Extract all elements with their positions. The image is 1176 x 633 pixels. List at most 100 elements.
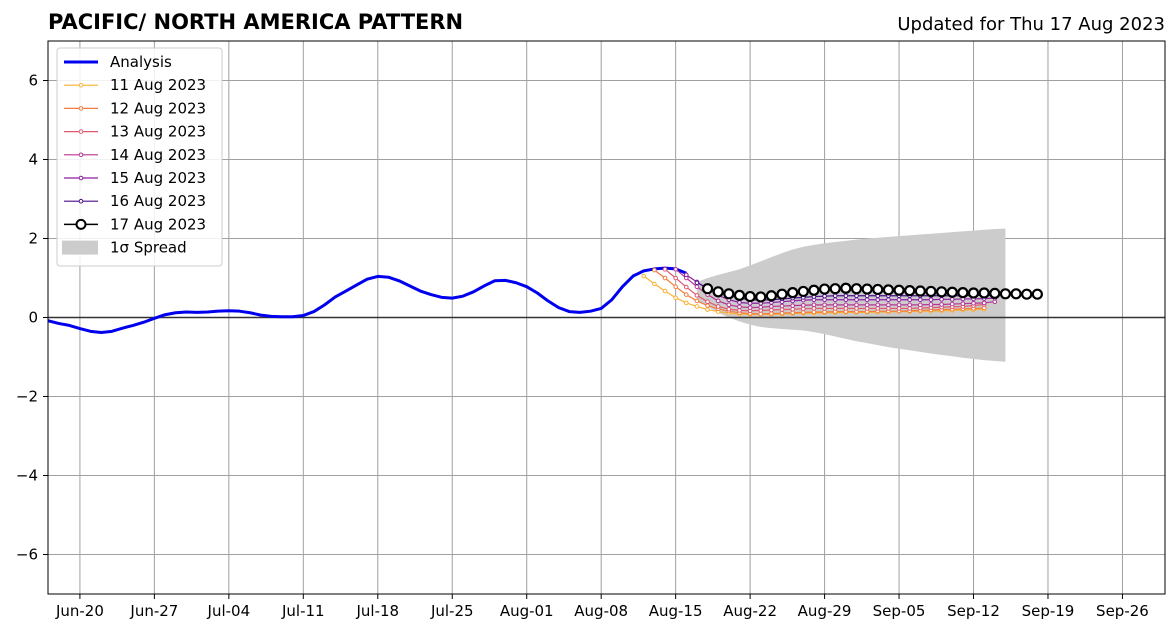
series-4-point-21 (907, 297, 912, 303)
series-3-point-6 (737, 304, 742, 310)
y-tick-label-0: 6 (28, 72, 38, 90)
series-3-point-11 (790, 303, 795, 308)
series-6-point-5 (755, 291, 767, 303)
series-3-point-17 (854, 302, 859, 308)
x-tick-label-11: Sep-05 (873, 602, 926, 620)
series-6-point-1 (712, 286, 724, 298)
series-6-point-16 (872, 283, 884, 296)
series-4-point-19 (886, 297, 891, 303)
series-3-point-26 (949, 301, 955, 307)
series-3-point-28 (971, 300, 976, 306)
legend-label-5: 16 Aug 2023 (110, 192, 206, 210)
series-4-point-16 (854, 297, 859, 303)
legend-swatch-marker-4 (78, 175, 84, 181)
series-1-point-3 (683, 292, 689, 297)
legend-label-3: 14 Aug 2023 (110, 146, 206, 164)
series-6-point-12 (829, 283, 841, 295)
chart-subtitle: Updated for Thu 17 Aug 2023 (897, 14, 1165, 35)
series-6-point-28 (999, 288, 1012, 300)
series-1-point-2 (673, 284, 678, 289)
series-6-point-17 (882, 284, 895, 296)
y-axis: 6 4 2 0 −2 −4 −6 (16, 72, 48, 564)
plot-area (48, 228, 1165, 362)
x-tick-label-2: Jul-04 (207, 602, 251, 620)
series-6-point-25 (967, 287, 980, 299)
series-4-point-18 (875, 297, 881, 303)
series-4-point-20 (896, 297, 902, 303)
series-6-point-27 (989, 287, 1001, 300)
series-6-point-31 (1031, 288, 1043, 300)
legend-swatch-marker-6 (75, 218, 87, 230)
series-5-point-14 (843, 293, 849, 299)
series-4-point-5 (737, 300, 742, 305)
series-6-point-29 (1010, 288, 1022, 300)
x-axis: Jun-20 Jun-27 Jul-04 Jul-11 Jul-18 Jul-25 Aug-… (55, 594, 1149, 620)
series-3-point-8 (758, 304, 764, 310)
y-tick-label-6: −6 (16, 546, 38, 564)
legend-swatch-marker-1 (78, 106, 84, 111)
series-5-point-13 (832, 293, 838, 299)
series-3-point-10 (779, 303, 785, 309)
series-0-point-4 (683, 300, 689, 306)
series-6-point-11 (818, 283, 831, 295)
series-3-point-14 (822, 302, 827, 308)
y-tick-label-5: −4 (16, 467, 38, 485)
series-6-point-14 (850, 283, 863, 295)
series-6-point-2 (723, 288, 735, 300)
series-6-point-0 (701, 283, 714, 295)
series-4-point-15 (843, 297, 849, 303)
series-4-point-14 (832, 297, 838, 303)
series-3-point-12 (801, 302, 806, 308)
series-6-point-19 (904, 285, 916, 297)
series-3-point-13 (811, 302, 817, 308)
series-2-point-2 (683, 284, 689, 290)
legend-swatch-marker-5 (78, 198, 84, 204)
series-3-point-19 (875, 302, 881, 308)
series-5-point-15 (854, 293, 859, 299)
legend-label-4: 15 Aug 2023 (110, 169, 206, 187)
series-6-point-10 (808, 284, 820, 296)
series-0-point-3 (673, 295, 678, 301)
series-3-point-23 (918, 302, 923, 308)
series-6-point-8 (787, 287, 799, 299)
legend-swatch-marker-0 (78, 82, 84, 88)
series-6-point-18 (893, 284, 905, 296)
series-3-point-16 (843, 302, 849, 308)
series-3-point-2 (694, 284, 700, 289)
series-6-point-13 (840, 282, 852, 294)
series-3-point-0 (673, 267, 678, 272)
x-tick-label-6: Aug-01 (500, 602, 554, 620)
series-3-point-27 (960, 301, 966, 306)
series-5-point-12 (822, 293, 827, 299)
x-tick-label-14: Sep-26 (1096, 602, 1149, 620)
series-3-point-15 (832, 302, 838, 308)
legend-swatch-marker-3 (78, 152, 84, 158)
series-6-point-15 (861, 283, 873, 295)
series-3-point-9 (769, 304, 774, 309)
x-tick-label-13: Sep-19 (1022, 602, 1075, 620)
series-2-point-0 (662, 267, 668, 272)
x-tick-label-4: Jul-18 (355, 602, 399, 620)
legend-label-analysis: Analysis (110, 53, 172, 71)
x-tick-label-0: Jun-20 (55, 602, 104, 620)
series-2-point-4 (705, 299, 710, 305)
series-3-point-4 (715, 298, 721, 304)
x-tick-label-3: Jul-11 (281, 602, 325, 620)
series-6-point-6 (765, 290, 777, 302)
legend-label-2: 13 Aug 2023 (110, 123, 206, 141)
x-tick-label-5: Jul-25 (430, 602, 474, 620)
series-4-point-0 (683, 272, 689, 278)
series-0-point-6 (705, 307, 710, 312)
chart-title: PACIFIC/ NORTH AMERICA PATTERN (48, 10, 463, 34)
legend: Analysis 11 Aug 2023 12 Aug 2023 13 Aug 202… (56, 47, 223, 267)
series-3-point-21 (896, 302, 902, 308)
legend-label-1: 12 Aug 2023 (110, 99, 206, 117)
series-6-point-26 (978, 287, 990, 299)
series-0-point-5 (694, 304, 700, 309)
series-3-point-7 (747, 305, 753, 310)
y-tick-label-4: −2 (16, 388, 38, 406)
x-tick-label-9: Aug-22 (723, 602, 777, 620)
series-2-point-5 (715, 304, 721, 309)
series-6-point-23 (946, 286, 958, 298)
